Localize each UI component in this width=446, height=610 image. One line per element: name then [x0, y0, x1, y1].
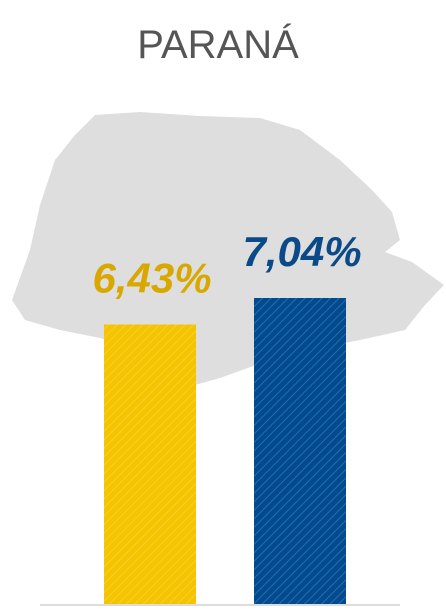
value-label: 7,04%: [242, 228, 361, 275]
chart-title: PARANÁ: [137, 22, 299, 67]
map-shape: [12, 112, 444, 385]
value-label: 6,43%: [92, 255, 211, 302]
bar-hatch: [104, 324, 196, 604]
bar-hatch: [254, 298, 346, 604]
